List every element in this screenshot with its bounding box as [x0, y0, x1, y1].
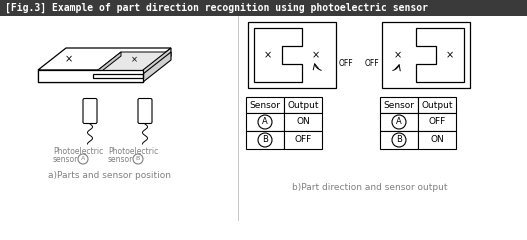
Polygon shape [38, 70, 143, 82]
Text: ON: ON [430, 136, 444, 144]
Text: [Fig.3] Example of part direction recognition using photoelectric sensor: [Fig.3] Example of part direction recogn… [5, 3, 428, 13]
Text: sensor: sensor [108, 155, 133, 163]
Bar [418, 113, 456, 131]
Polygon shape [143, 48, 171, 78]
Polygon shape [254, 28, 302, 82]
Polygon shape [38, 48, 171, 70]
Text: A: A [262, 118, 268, 126]
Text: B: B [262, 136, 268, 144]
Bar [246, 113, 284, 131]
Bar [418, 97, 456, 113]
Polygon shape [93, 56, 171, 78]
Text: Output: Output [287, 101, 319, 109]
Bar [246, 131, 284, 149]
Text: Sensor: Sensor [384, 101, 415, 109]
Bar [418, 131, 456, 149]
Text: Sensor: Sensor [249, 101, 280, 109]
Bar [248, 22, 336, 88]
Text: OFF: OFF [339, 59, 354, 67]
Text: Photoelectric: Photoelectric [108, 148, 158, 156]
FancyBboxPatch shape [138, 98, 152, 124]
Text: A: A [81, 156, 85, 162]
Text: ×: × [131, 55, 138, 64]
Polygon shape [93, 52, 171, 74]
Text: OFF: OFF [295, 136, 311, 144]
Bar [380, 113, 418, 131]
Text: ON: ON [444, 76, 456, 85]
Text: OFF: OFF [364, 59, 379, 67]
Bar [284, 97, 322, 113]
Bar [284, 131, 322, 149]
Text: OFF: OFF [428, 118, 446, 126]
Polygon shape [93, 52, 121, 78]
Polygon shape [143, 52, 171, 82]
Bar [246, 97, 284, 113]
Bar [382, 22, 470, 88]
Text: A: A [396, 118, 402, 126]
Text: ×: × [446, 50, 454, 60]
Text: sensor: sensor [53, 155, 78, 163]
Text: B: B [396, 136, 402, 144]
Text: a)Parts and sensor position: a)Parts and sensor position [48, 170, 171, 180]
Text: ON: ON [270, 75, 282, 84]
Text: ON: ON [296, 118, 310, 126]
Polygon shape [416, 28, 464, 82]
Bar [0, 0, 527, 16]
Text: ×: × [64, 54, 73, 64]
Text: Photoelectric: Photoelectric [53, 148, 103, 156]
Bar [380, 97, 418, 113]
Text: b)Part direction and sensor output: b)Part direction and sensor output [292, 182, 448, 192]
Text: Output: Output [421, 101, 453, 109]
Text: ×: × [312, 50, 320, 60]
Bar [380, 131, 418, 149]
Text: ×: × [264, 50, 272, 60]
Text: ×: × [394, 50, 402, 60]
Bar [284, 113, 322, 131]
FancyBboxPatch shape [83, 98, 97, 124]
Polygon shape [38, 70, 143, 82]
Text: B: B [136, 156, 140, 162]
